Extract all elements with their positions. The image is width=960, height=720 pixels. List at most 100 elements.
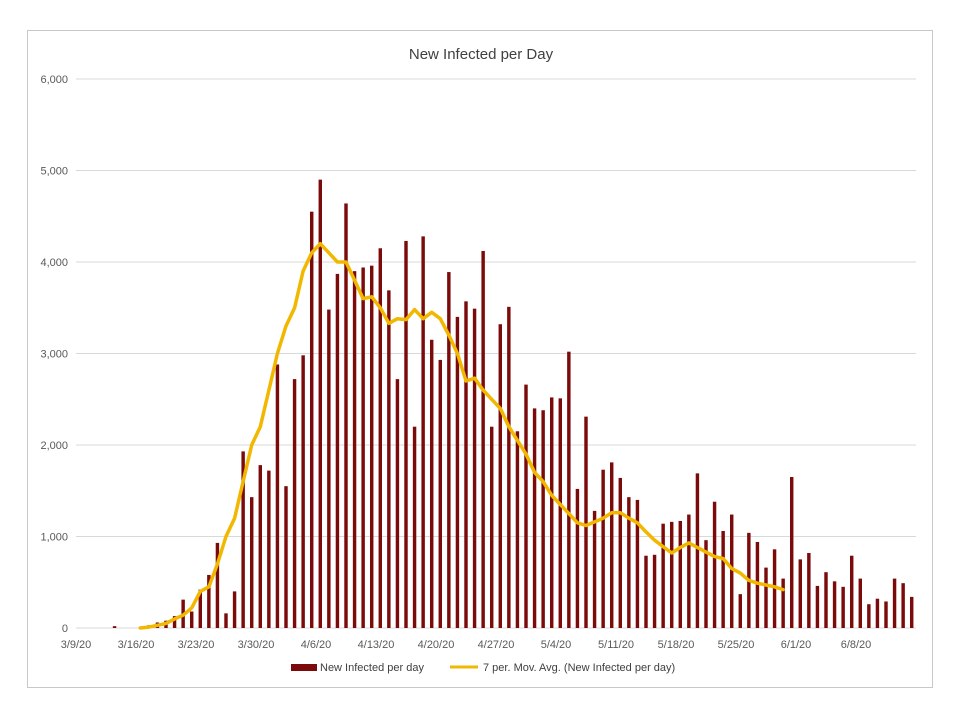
bar: [447, 272, 451, 628]
bar: [901, 583, 905, 628]
bar: [481, 251, 485, 628]
bar: [284, 486, 288, 628]
bar: [635, 499, 640, 628]
bar: [404, 240, 408, 628]
bar: [695, 473, 700, 628]
moving-average-line: [138, 241, 785, 630]
bar: [781, 578, 785, 628]
y-tick-label: 0: [62, 623, 68, 635]
bar: [712, 501, 717, 628]
bar: [344, 203, 348, 628]
bar: [892, 578, 897, 628]
bar: [541, 410, 545, 628]
y-tick-label: 6,000: [40, 74, 68, 86]
x-tick-label: 5/4/20: [541, 639, 572, 651]
y-tick-labels: 0 1,000 2,000 3,000 4,000 5,000 6,000: [40, 74, 68, 635]
bar: [910, 596, 914, 628]
bar: [421, 236, 425, 628]
bar: [867, 604, 871, 628]
chart-frame: New Infected per Day 0 1,000 2,000 3,000 4,0…: [27, 30, 933, 688]
bar: [575, 488, 580, 628]
bar: [610, 462, 614, 628]
bar: [172, 616, 177, 628]
bar: [884, 601, 888, 628]
x-tick-label: 3/30/20: [238, 639, 275, 651]
bar: [241, 451, 245, 628]
x-tick-label: 3/9/20: [61, 639, 92, 651]
bar: [772, 549, 777, 628]
bar: [790, 477, 794, 628]
chart-svg: New Infected per Day 0 1,000 2,000 3,000 4,0…: [40, 46, 916, 674]
bar: [738, 594, 742, 628]
bar: [678, 520, 682, 628]
bar: [352, 271, 357, 628]
bar: [618, 477, 622, 628]
bar: [258, 465, 262, 628]
bar: [472, 308, 477, 628]
y-tick-label: 5,000: [40, 166, 68, 178]
bar: [567, 351, 571, 628]
bar: [430, 339, 434, 628]
bar: [395, 379, 400, 628]
bar: [310, 211, 314, 629]
bar: [652, 554, 657, 628]
bar: [841, 586, 845, 628]
bar: [498, 324, 502, 628]
x-tick-label: 6/8/20: [841, 639, 872, 651]
x-tick-label: 6/1/20: [781, 639, 812, 651]
x-tick-label: 3/23/20: [178, 639, 215, 651]
bar: [824, 572, 828, 628]
x-tick-label: 4/13/20: [358, 639, 395, 651]
bar: [558, 398, 562, 628]
bar: [370, 265, 374, 628]
bar: [687, 514, 691, 628]
bar: [704, 540, 708, 628]
bar: [832, 581, 837, 628]
bar: [327, 309, 331, 628]
bar: [627, 497, 631, 628]
bar: [412, 426, 417, 628]
x-tick-label: 4/6/20: [301, 639, 332, 651]
x-tick-label: 4/27/20: [478, 639, 515, 651]
legend-bar-label: New Infected per day: [320, 662, 424, 674]
bar: [232, 591, 237, 628]
bar: [112, 626, 117, 628]
bar: [318, 179, 322, 628]
bar: [798, 559, 802, 628]
legend-line-label: 7 per. Mov. Avg. (New Infected per day): [483, 662, 675, 674]
x-tick-label: 3/16/20: [118, 639, 155, 651]
bar: [515, 431, 520, 628]
bar: [815, 585, 820, 628]
x-tick-label: 5/11/20: [598, 639, 634, 651]
y-tick-label: 4,000: [40, 257, 68, 269]
bar: [584, 416, 588, 628]
bar: [292, 379, 297, 628]
bar: [190, 611, 194, 628]
bar: [275, 364, 280, 628]
bar: [464, 301, 468, 628]
bar: [524, 384, 528, 628]
bar: [215, 542, 220, 628]
grid-layer: [76, 78, 916, 629]
bar: [335, 273, 340, 628]
bar: [455, 316, 460, 628]
x-tick-label: 5/18/20: [658, 639, 695, 651]
moving-average-series: [138, 241, 785, 630]
bar-series: [112, 179, 914, 629]
bar: [224, 613, 228, 628]
bar: [198, 589, 202, 628]
bar: [207, 574, 211, 628]
bar: [730, 514, 734, 628]
bar: [378, 248, 382, 628]
bar: [490, 426, 494, 628]
chart-title: New Infected per Day: [409, 46, 554, 63]
bar: [858, 578, 862, 628]
y-tick-label: 3,000: [40, 349, 68, 361]
bar: [301, 355, 305, 628]
bar: [507, 306, 511, 628]
bar: [755, 541, 760, 628]
x-tick-label: 5/25/20: [718, 639, 755, 651]
x-tick-labels: 3/9/20 3/16/20 3/23/20 3/30/20 4/6/20 4/13/20…: [61, 639, 872, 651]
bar: [361, 267, 365, 628]
bar: [661, 523, 665, 628]
